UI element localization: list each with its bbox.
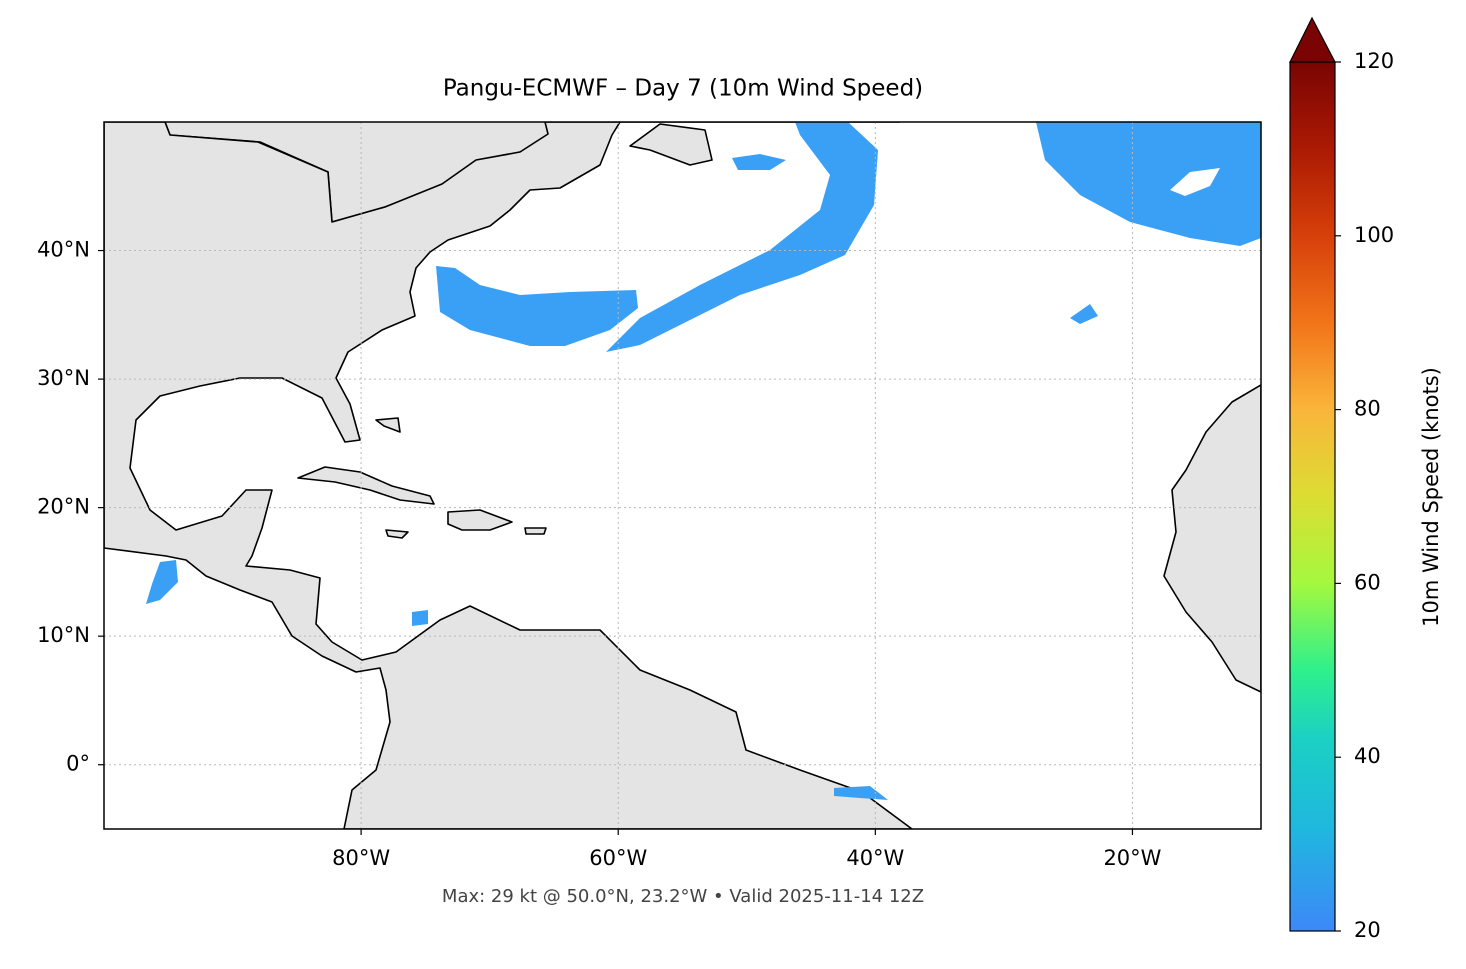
wind-field — [436, 266, 638, 346]
colorbar-extend — [1289, 16, 1336, 63]
colorbar — [1289, 61, 1336, 932]
caption: Max: 29 kt @ 50.0°N, 23.2°W • Valid 2025… — [442, 886, 924, 907]
y-tick-label: 20°N — [37, 495, 90, 519]
x-tick-label: 20°W — [1103, 846, 1161, 870]
wind-field — [834, 786, 888, 800]
y-tick-label: 10°N — [37, 623, 90, 647]
wind-field — [732, 154, 786, 170]
wind-field — [146, 560, 178, 604]
map-frame — [103, 121, 1262, 830]
wind-field — [1070, 304, 1098, 324]
colorbar-tick-label: 40 — [1354, 744, 1381, 768]
wind-field — [412, 610, 428, 626]
wind-field — [1036, 122, 1261, 246]
y-tick-label: 30°N — [37, 366, 90, 390]
colorbar-tick-label: 100 — [1354, 223, 1394, 247]
africa — [1163, 384, 1261, 693]
colorbar-tick-label: 80 — [1354, 397, 1381, 421]
colorbar-tick-label: 120 — [1354, 49, 1394, 73]
puerto-rico — [524, 527, 547, 535]
x-tick-label: 40°W — [846, 846, 904, 870]
y-tick-label: 40°N — [37, 238, 90, 262]
x-tick-label: 60°W — [589, 846, 647, 870]
y-tick-label: 0° — [66, 752, 90, 776]
colorbar-tick-label: 20 — [1354, 918, 1381, 942]
map-area — [104, 122, 1261, 829]
wind-field — [606, 122, 878, 352]
cuba — [297, 466, 435, 505]
bahamas — [375, 417, 401, 433]
jamaica — [385, 529, 409, 539]
newfoundland — [629, 123, 713, 166]
north-america — [104, 122, 913, 829]
x-tick-label: 80°W — [332, 846, 390, 870]
colorbar-tick-label: 60 — [1354, 570, 1381, 594]
chart-title: Pangu-ECMWF – Day 7 (10m Wind Speed) — [443, 76, 923, 102]
colorbar-label: 10m Wind Speed (knots) — [1419, 367, 1443, 627]
hispaniola — [447, 509, 513, 531]
